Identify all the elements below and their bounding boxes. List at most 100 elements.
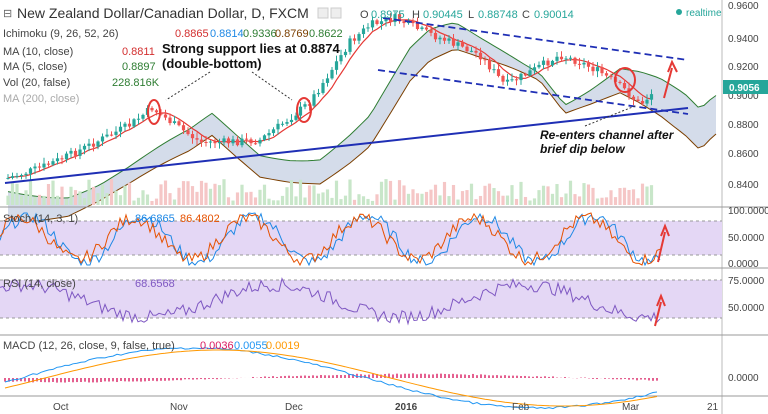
volume-bar bbox=[186, 181, 190, 205]
macd-hist-bar bbox=[148, 378, 150, 381]
candle-body bbox=[118, 126, 123, 132]
macd-hist-bar bbox=[120, 378, 122, 382]
macd-hist-bar bbox=[404, 373, 406, 378]
rsi-tick: 50.0000 bbox=[728, 303, 765, 314]
macd-hist-bar bbox=[48, 378, 50, 383]
volume-bar bbox=[100, 184, 105, 205]
candle-body bbox=[411, 20, 415, 24]
candle-body bbox=[555, 56, 559, 61]
volume-bar bbox=[523, 196, 528, 205]
macd-hist-bar bbox=[268, 376, 270, 378]
candle-body bbox=[177, 121, 181, 126]
volume-bar bbox=[451, 184, 456, 205]
candle-body bbox=[208, 141, 213, 143]
volume-bar bbox=[600, 197, 604, 205]
volume-bar bbox=[478, 195, 483, 205]
volume-bar bbox=[627, 189, 631, 205]
reenter-annotation: Re-enters channel after bbox=[540, 128, 675, 142]
macd-hist-bar bbox=[64, 378, 66, 383]
gear-icon[interactable] bbox=[330, 7, 342, 19]
candle-body bbox=[357, 34, 361, 41]
macd-signal-line bbox=[4, 349, 658, 407]
vol-label: Vol (20, false) bbox=[3, 77, 70, 89]
volume-bar bbox=[280, 195, 285, 205]
macd-hist-bar bbox=[604, 378, 606, 379]
volume-bar bbox=[375, 194, 379, 205]
volume-bar bbox=[514, 198, 519, 205]
volume-bar bbox=[357, 194, 361, 205]
eye-icon[interactable] bbox=[317, 7, 329, 19]
macd-hist-bar bbox=[332, 375, 334, 378]
volume-bar bbox=[330, 197, 334, 205]
volume-bar bbox=[442, 181, 447, 205]
volume-bar bbox=[406, 193, 411, 205]
time-tick: Mar bbox=[622, 402, 640, 413]
candle-body bbox=[222, 138, 226, 143]
realtime-dot-icon bbox=[676, 9, 682, 15]
price-tick: 0.9200 bbox=[728, 62, 759, 73]
macd-hist-bar bbox=[512, 375, 514, 378]
volume-bar bbox=[91, 186, 96, 205]
volume-bar bbox=[645, 186, 649, 205]
price-tick: 0.9000 bbox=[728, 91, 759, 102]
candle-body bbox=[55, 158, 60, 162]
volume-bar bbox=[429, 189, 433, 205]
volume-bar bbox=[82, 198, 87, 205]
volume-bar bbox=[334, 180, 339, 205]
volume-bar bbox=[298, 179, 303, 205]
macd-hist-bar bbox=[372, 373, 374, 378]
candle-body bbox=[276, 123, 280, 130]
support-annotation: Strong support lies at 0.8874 bbox=[162, 41, 340, 56]
volume-bar bbox=[379, 181, 384, 205]
candle-body bbox=[231, 139, 235, 144]
ichimoku-value: 0.8814 bbox=[210, 28, 244, 40]
macd-hist-bar bbox=[272, 376, 274, 378]
volume-bar bbox=[397, 180, 402, 205]
volume-bar bbox=[69, 186, 73, 205]
macd-hist-bar bbox=[484, 374, 486, 378]
candle-body bbox=[6, 177, 10, 179]
volume-bar bbox=[114, 190, 118, 205]
macd-hist-bar bbox=[24, 378, 26, 382]
macd-hist-bar bbox=[108, 378, 110, 382]
volume-bar bbox=[487, 183, 492, 205]
volume-bar bbox=[163, 180, 168, 205]
macd-hist-bar bbox=[508, 375, 510, 378]
volume-bar bbox=[145, 194, 150, 205]
volume-bar bbox=[213, 183, 217, 205]
candle-body bbox=[388, 17, 393, 23]
price-tick: 0.9400 bbox=[728, 34, 759, 45]
macd-hist-bar bbox=[88, 378, 90, 383]
macd-hist-bar bbox=[436, 373, 438, 378]
time-tick: Oct bbox=[53, 402, 69, 413]
candle-body bbox=[469, 50, 474, 52]
macd-pane: MACD (12, 26, close, 9, false, true) 0.0… bbox=[3, 340, 759, 410]
candle-body bbox=[154, 110, 159, 113]
candle-body bbox=[591, 66, 595, 72]
volume-bar bbox=[235, 192, 240, 205]
candle-body bbox=[100, 136, 105, 142]
candle-body bbox=[366, 27, 370, 29]
candles bbox=[6, 11, 654, 180]
volume-bar bbox=[582, 183, 586, 205]
pointer-arrow bbox=[165, 71, 211, 101]
macd-hist-bar bbox=[156, 378, 158, 382]
ichimoku-value: 0.8769 bbox=[275, 28, 309, 40]
macd-hist-bar bbox=[208, 378, 210, 379]
candle-body bbox=[109, 134, 114, 136]
time-tick: 21 bbox=[707, 402, 719, 413]
candle-body bbox=[627, 88, 631, 97]
volume-bar bbox=[388, 180, 393, 205]
volume-bar bbox=[24, 190, 28, 205]
candle-body bbox=[645, 99, 649, 104]
volume-bar bbox=[559, 197, 564, 205]
candle-body bbox=[69, 150, 73, 154]
macd-hist-bar bbox=[408, 373, 410, 378]
volume-bar bbox=[199, 180, 204, 205]
collapse-icon[interactable]: ⊟ bbox=[3, 8, 12, 20]
macd-hist-bar bbox=[132, 378, 134, 382]
volume-bar bbox=[424, 191, 429, 205]
macd-hist-bar bbox=[336, 374, 338, 378]
volume-bar bbox=[46, 183, 51, 205]
candle-body bbox=[267, 133, 271, 136]
